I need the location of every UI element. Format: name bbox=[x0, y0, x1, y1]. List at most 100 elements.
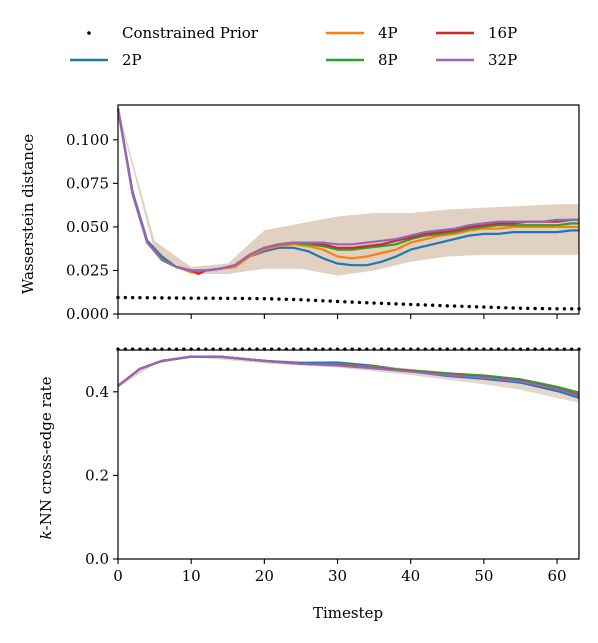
wasserstein-series-constrained-prior-point bbox=[306, 298, 310, 302]
wasserstein-series-constrained-prior-point bbox=[408, 302, 413, 307]
wasserstein-series-constrained-prior-point bbox=[182, 296, 186, 300]
wasserstein-series-constrained-prior-point bbox=[167, 296, 171, 300]
wasserstein-series-constrained-prior-point bbox=[460, 304, 464, 309]
knn-x-tick-label: 0 bbox=[113, 567, 123, 585]
knn-y-tick-label: 0.4 bbox=[85, 383, 109, 401]
wasserstein-series-constrained-prior-point bbox=[335, 299, 340, 304]
wasserstein-series-constrained-prior-point bbox=[284, 297, 289, 302]
wasserstein-series-constrained-prior-point bbox=[416, 302, 420, 307]
wasserstein-series-constrained-prior-point bbox=[204, 296, 208, 300]
legend-label-8p: 8P bbox=[378, 51, 398, 69]
legend-item-8p: 8P bbox=[326, 51, 398, 69]
legend-item-4p: 4P bbox=[326, 24, 398, 42]
legend-item-2p: 2P bbox=[70, 51, 142, 69]
wasserstein-series-32p bbox=[116, 108, 579, 272]
wasserstein-series-constrained-prior-point bbox=[255, 296, 259, 301]
legend-item-16p: 16P bbox=[436, 24, 517, 42]
wasserstein-series-constrained-prior-point bbox=[313, 298, 318, 303]
wasserstein-series-constrained-prior-point bbox=[174, 296, 179, 300]
wasserstein-series-constrained-prior-point bbox=[130, 295, 135, 300]
wasserstein-y-tick-label: 0.050 bbox=[66, 218, 109, 236]
wasserstein-series-16p bbox=[116, 108, 579, 275]
legend-dot-constrained-prior bbox=[87, 31, 91, 35]
knn-y-tick-label: 0.2 bbox=[85, 466, 109, 484]
wasserstein-series-constrained-prior-point bbox=[196, 296, 201, 300]
legend: Constrained Prior 2P 4P 8P 16P 32P bbox=[70, 24, 517, 69]
wasserstein-y-tick-label: 0.075 bbox=[66, 174, 109, 192]
wasserstein-variance-band bbox=[118, 108, 579, 276]
wasserstein-panel: 0.000 0.025 0.050 0.075 0.100 Wasserstein di… bbox=[19, 104, 581, 323]
knn-x-tick-label: 30 bbox=[328, 567, 347, 585]
wasserstein-series-constrained-prior-point bbox=[569, 307, 574, 311]
x-axis-label: Timestep bbox=[313, 604, 383, 622]
wasserstein-series-constrained-prior-point bbox=[423, 303, 428, 307]
wasserstein-series-constrained-prior-point bbox=[445, 304, 449, 308]
wasserstein-series-constrained-prior-point bbox=[379, 301, 384, 306]
wasserstein-series-constrained-prior-point bbox=[299, 298, 303, 302]
legend-label-16p: 16P bbox=[488, 24, 517, 42]
wasserstein-series-constrained-prior-point bbox=[357, 300, 362, 305]
knn-y-axis-label-k: k bbox=[37, 530, 55, 539]
wasserstein-series-constrained-prior-point bbox=[526, 306, 530, 311]
knn-x-tick-label: 60 bbox=[548, 567, 567, 585]
knn-x-tick-label: 40 bbox=[401, 567, 420, 585]
wasserstein-series-constrained-prior-point bbox=[145, 296, 149, 300]
wasserstein-series-constrained-prior bbox=[116, 295, 581, 311]
wasserstein-series-constrained-prior-point bbox=[262, 296, 267, 301]
wasserstein-series-constrained-prior-point bbox=[240, 296, 245, 301]
wasserstein-series-constrained-prior-point bbox=[474, 305, 479, 309]
wasserstein-series-constrained-prior-point bbox=[518, 306, 523, 310]
wasserstein-series-constrained-prior-point bbox=[321, 299, 325, 303]
wasserstein-series-constrained-prior-point bbox=[211, 296, 215, 300]
knn-plot-area: 0 10 20 30 40 50 60 0.0 0.2 0.4 bbox=[85, 347, 581, 585]
wasserstein-series-constrained-prior-point bbox=[562, 307, 567, 311]
wasserstein-series-constrained-prior-point bbox=[248, 296, 252, 301]
wasserstein-plot-area: 0.000 0.025 0.050 0.075 0.100 bbox=[66, 104, 581, 323]
wasserstein-y-axis-label: Wasserstein distance bbox=[19, 134, 37, 294]
wasserstein-y-tick-label: 0.000 bbox=[66, 305, 109, 323]
knn-y-axis-label: k-NN cross-edge rate bbox=[37, 376, 55, 539]
wasserstein-series-constrained-prior-point bbox=[218, 296, 223, 300]
wasserstein-series-constrained-prior-point bbox=[350, 300, 354, 304]
knn-x-tick-label: 10 bbox=[182, 567, 201, 585]
wasserstein-series-constrained-prior-point bbox=[343, 300, 347, 304]
knn-x-tick-label: 50 bbox=[474, 567, 493, 585]
wasserstein-series-constrained-prior-point bbox=[372, 301, 376, 305]
wasserstein-series-constrained-prior-point bbox=[365, 301, 369, 305]
knn-y-tick-label: 0.0 bbox=[85, 550, 109, 568]
wasserstein-series-constrained-prior-point bbox=[430, 303, 435, 307]
wasserstein-series-constrained-prior-point bbox=[540, 306, 545, 311]
wasserstein-y-tick-label: 0.025 bbox=[66, 261, 109, 279]
wasserstein-series-constrained-prior-point bbox=[152, 296, 157, 300]
wasserstein-series-constrained-prior-point bbox=[496, 305, 501, 310]
wasserstein-series-constrained-prior-point bbox=[438, 303, 442, 308]
wasserstein-series-constrained-prior-point bbox=[548, 306, 552, 311]
wasserstein-series-constrained-prior-point bbox=[160, 296, 164, 300]
legend-label-constrained-prior: Constrained Prior bbox=[122, 24, 259, 42]
wasserstein-series-constrained-prior-point bbox=[277, 297, 281, 301]
knn-y-axis-label-rest: -NN cross-edge rate bbox=[37, 376, 55, 530]
wasserstein-series-constrained-prior-point bbox=[233, 296, 237, 301]
legend-label-2p: 2P bbox=[122, 51, 142, 69]
wasserstein-series-constrained-prior-point bbox=[138, 295, 142, 300]
wasserstein-series-constrained-prior-point bbox=[226, 296, 230, 301]
wasserstein-series-constrained-prior-point bbox=[467, 304, 471, 309]
wasserstein-series-constrained-prior-point bbox=[482, 305, 486, 309]
legend-item-constrained-prior: Constrained Prior bbox=[87, 24, 259, 42]
wasserstein-series-constrained-prior-point bbox=[504, 306, 508, 310]
wasserstein-series-constrained-prior-point bbox=[533, 306, 537, 311]
wasserstein-axes-frame bbox=[117, 104, 580, 315]
knn-axes-frame bbox=[117, 349, 580, 560]
wasserstein-series-constrained-prior-point bbox=[511, 306, 515, 310]
wasserstein-series-constrained-prior-point bbox=[555, 307, 559, 311]
wasserstein-series-constrained-prior-point bbox=[387, 301, 391, 306]
wasserstein-y-tick-label: 0.100 bbox=[66, 131, 109, 149]
knn-panel: 0 10 20 30 40 50 60 0.0 0.2 0.4 k-NN cross-edge r… bbox=[37, 347, 581, 622]
knn-x-tick-label: 20 bbox=[255, 567, 274, 585]
knn-series-32p bbox=[117, 355, 580, 398]
wasserstein-series-constrained-prior-point bbox=[489, 305, 493, 309]
wasserstein-series-constrained-prior-point bbox=[291, 297, 296, 302]
legend-label-4p: 4P bbox=[378, 24, 398, 42]
wasserstein-series-constrained-prior-point bbox=[189, 296, 193, 300]
